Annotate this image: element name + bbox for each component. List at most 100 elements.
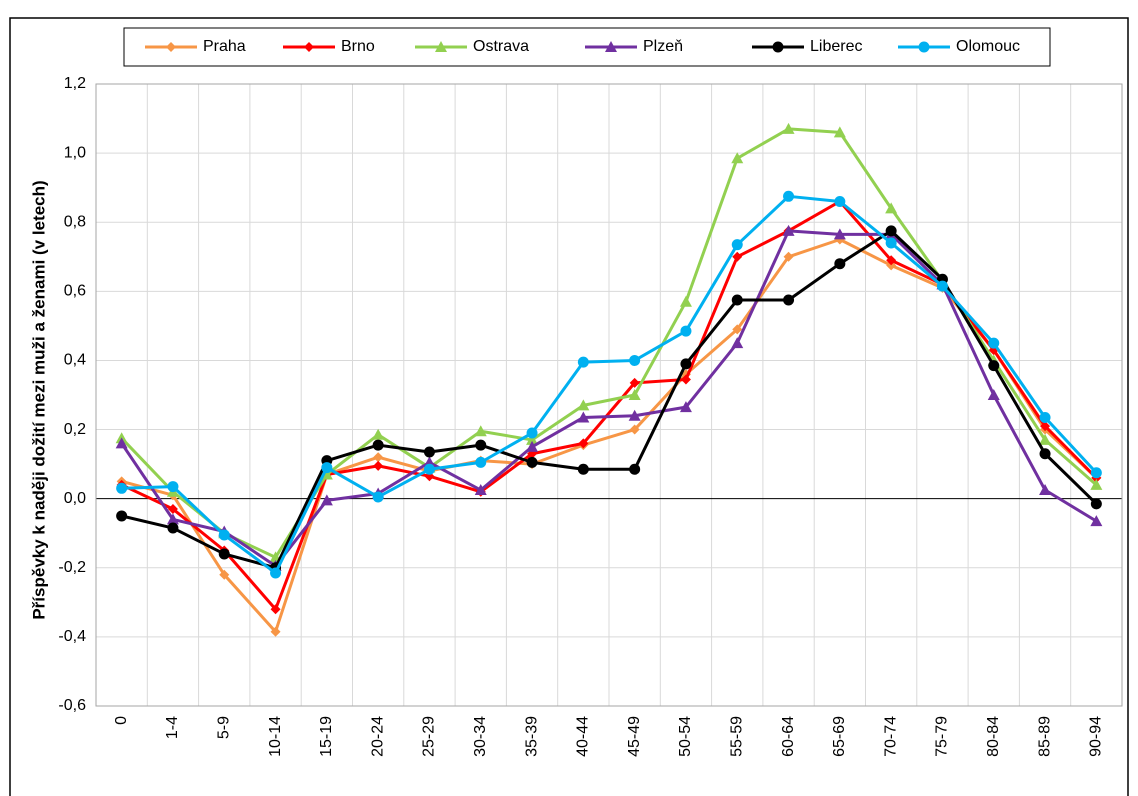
legend-entry: Brno xyxy=(283,38,375,55)
marker xyxy=(218,529,230,541)
marker xyxy=(731,337,744,349)
marker xyxy=(166,42,176,52)
marker xyxy=(988,337,1000,349)
marker xyxy=(988,360,1000,372)
marker xyxy=(886,255,897,266)
series-line xyxy=(121,194,1098,575)
marker xyxy=(321,462,333,474)
x-tick-label: 5-9 xyxy=(215,716,232,739)
y-tick-label: -0,6 xyxy=(58,697,86,714)
marker xyxy=(270,604,281,615)
marker xyxy=(475,456,487,468)
x-tick-label: 70-74 xyxy=(882,716,899,757)
series-line xyxy=(120,127,1098,559)
marker xyxy=(680,325,692,337)
marker xyxy=(167,481,179,493)
x-tick-label: 45-49 xyxy=(626,716,643,757)
x-tick-label: 60-64 xyxy=(780,716,797,757)
marker xyxy=(732,251,743,262)
marker xyxy=(474,484,487,496)
marker xyxy=(373,452,384,463)
legend-entry: Liberec xyxy=(752,38,862,55)
marker xyxy=(605,41,617,52)
x-tick-label: 1-4 xyxy=(164,716,181,739)
y-tick-label: 0,2 xyxy=(64,421,86,438)
marker xyxy=(372,428,385,440)
y-tick-label: -0,4 xyxy=(58,628,86,645)
x-tick-label: 10-14 xyxy=(267,716,284,757)
legend-label: Praha xyxy=(203,38,246,55)
x-tick-label: 15-19 xyxy=(318,716,335,757)
marker xyxy=(629,377,640,388)
x-tick-label: 55-59 xyxy=(728,716,745,757)
x-tick-label: 85-89 xyxy=(1036,716,1053,757)
marker xyxy=(885,202,898,214)
marker xyxy=(732,324,743,335)
marker xyxy=(423,463,435,475)
marker xyxy=(474,425,487,437)
legend-label: Plzeň xyxy=(643,38,683,55)
marker xyxy=(115,437,128,449)
x-tick-label: 90-94 xyxy=(1088,716,1105,757)
marker xyxy=(782,122,795,134)
marker xyxy=(577,356,589,368)
marker xyxy=(1039,433,1052,445)
marker xyxy=(629,354,641,366)
legend-entry: Ostrava xyxy=(415,38,529,55)
marker xyxy=(577,463,589,475)
marker xyxy=(526,456,538,468)
legend-label: Brno xyxy=(341,38,375,55)
marker xyxy=(731,294,743,306)
marker xyxy=(116,482,128,494)
marker xyxy=(320,494,333,506)
marker xyxy=(918,41,930,53)
x-tick-label: 35-39 xyxy=(523,716,540,757)
marker xyxy=(577,411,590,423)
marker xyxy=(423,456,436,468)
legend-label: Ostrava xyxy=(473,38,529,55)
marker xyxy=(526,433,539,445)
chart-border xyxy=(9,17,1129,796)
marker xyxy=(629,424,640,435)
x-tick-label: 20-24 xyxy=(369,716,386,757)
marker xyxy=(1090,498,1102,510)
marker xyxy=(435,41,447,52)
y-axis-title: Příspěvky k naději dožití mezi muži a že… xyxy=(29,180,48,619)
y-tick-label: 0,0 xyxy=(64,490,86,507)
legend-label: Liberec xyxy=(810,38,862,55)
marker xyxy=(628,389,641,400)
legend-entry: Praha xyxy=(145,38,246,55)
x-tick-label: 65-69 xyxy=(831,716,848,757)
series-line xyxy=(121,229,1098,570)
marker xyxy=(1090,515,1103,527)
marker xyxy=(526,440,539,452)
y-tick-label: -0,2 xyxy=(58,559,86,576)
marker xyxy=(1039,411,1051,423)
marker xyxy=(1039,484,1052,496)
marker xyxy=(219,569,230,580)
marker xyxy=(526,427,538,439)
marker xyxy=(987,389,1000,400)
marker xyxy=(166,513,179,525)
marker xyxy=(373,460,384,471)
marker xyxy=(423,446,435,458)
marker xyxy=(1040,421,1051,432)
legend-entry: Olomouc xyxy=(898,38,1020,55)
legend-entry: Plzeň xyxy=(585,38,683,55)
marker xyxy=(1039,448,1051,460)
marker xyxy=(783,251,794,262)
marker xyxy=(833,228,846,240)
marker xyxy=(372,491,384,503)
marker xyxy=(680,358,692,370)
marker xyxy=(1090,478,1103,490)
marker xyxy=(372,439,384,451)
y-tick-label: 1,2 xyxy=(64,75,86,92)
marker xyxy=(167,522,179,534)
marker xyxy=(628,409,641,421)
legend-label: Olomouc xyxy=(956,38,1020,55)
x-tick-label: 0 xyxy=(113,716,130,725)
plot-border xyxy=(95,83,1123,707)
marker xyxy=(731,152,744,164)
marker xyxy=(783,190,795,202)
